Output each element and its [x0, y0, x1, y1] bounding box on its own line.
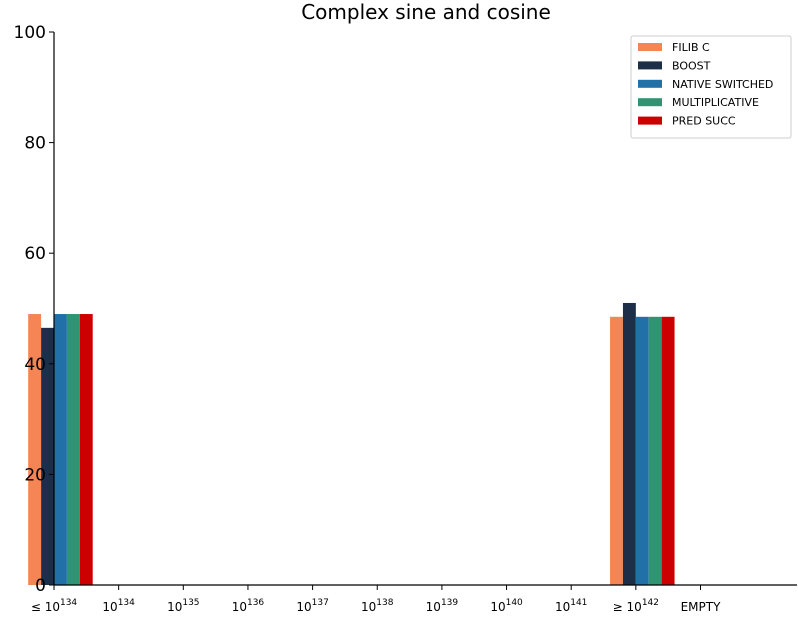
legend-label: FILIB C [672, 41, 710, 54]
x-tick-label: 10135 [167, 598, 199, 614]
x-tick-label: 10139 [426, 598, 459, 614]
bar-native-switched-0 [54, 314, 67, 585]
x-tick-label: 10138 [361, 598, 394, 614]
y-tick-label: 40 [24, 355, 46, 375]
chart-title: Complex sine and cosine [301, 0, 551, 24]
legend-swatch [638, 61, 662, 70]
x-tick-label: 10137 [296, 598, 328, 614]
x-tick-label: 10140 [490, 598, 523, 614]
legend-box [630, 35, 792, 139]
axes-layer [53, 32, 797, 586]
y-tick-label: 60 [24, 244, 46, 264]
bar-multiplicative-9 [648, 316, 662, 585]
legend: FILIB C BOOST NATIVE SWITCHED MULTIPLICATIV… [630, 35, 792, 139]
x-tick-label: ≥ 10142 [613, 598, 659, 614]
legend-swatch [638, 79, 662, 88]
x-tick-label: 10136 [232, 598, 265, 614]
y-tick-label: 80 [24, 134, 46, 154]
legend-label: NATIVE SWITCHED [672, 78, 773, 91]
y-axis-ticks: 0 20 40 60 80 100 [14, 23, 54, 596]
bar-filib-c-9 [610, 316, 623, 585]
bars-layer [28, 302, 675, 585]
bar-pred-succ-0 [79, 314, 93, 585]
legend-label: BOOST [672, 59, 711, 72]
bar-boost-0 [41, 327, 54, 585]
x-tick-label: 10141 [555, 598, 587, 614]
legend-label: MULTIPLICATIVE [672, 96, 759, 109]
bar-native-switched-9 [635, 316, 649, 585]
y-tick-label: 100 [14, 23, 46, 43]
legend-swatch [638, 116, 662, 125]
y-tick-label: 20 [24, 465, 46, 485]
bar-pred-succ-9 [661, 316, 675, 585]
legend-swatch [638, 98, 662, 107]
x-axis-ticks: ≤ 10134 10134 10135 10136 10137 10138 10139 101… [31, 585, 721, 614]
legend-swatch [638, 43, 662, 51]
bar-multiplicative-0 [66, 314, 80, 585]
x-tick-label: ≤ 10134 [31, 598, 78, 614]
legend-label: PRED SUCC [672, 115, 736, 128]
bar-boost-9 [622, 302, 636, 585]
x-tick-label: 10134 [102, 598, 135, 614]
x-tick-label: EMPTY [681, 600, 722, 614]
y-tick-label: 0 [35, 576, 46, 596]
bar-filib-c-0 [28, 314, 42, 585]
